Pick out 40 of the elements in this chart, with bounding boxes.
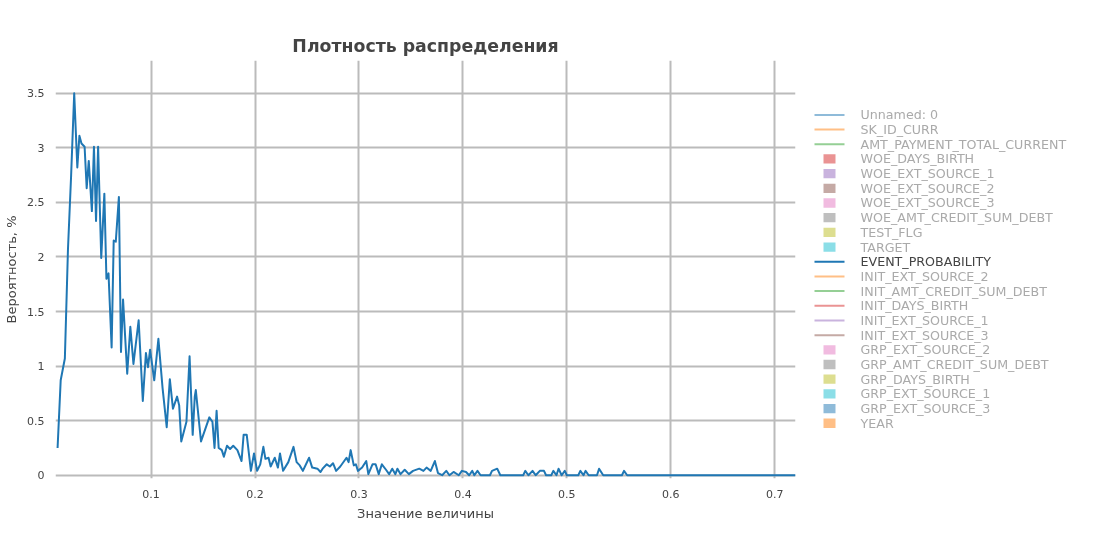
- y-tick-label: 3: [37, 141, 45, 155]
- legend-label: INIT_EXT_SOURCE_3: [860, 327, 989, 343]
- y-tick-label: 0.5: [27, 414, 45, 428]
- legend-label: WOE_EXT_SOURCE_3: [860, 195, 995, 211]
- y-tick-label: 2.5: [27, 196, 45, 210]
- legend-label: AMT_PAYMENT_TOTAL_CURRENT: [860, 136, 1067, 152]
- legend-label: GRP_EXT_SOURCE_3: [860, 401, 991, 417]
- legend-label: INIT_EXT_SOURCE_1: [860, 312, 989, 328]
- y-tick-label: 1: [37, 360, 45, 374]
- x-tick-label: 0.4: [454, 487, 472, 501]
- legend-label: WOE_EXT_SOURCE_1: [860, 166, 995, 182]
- legend-label: GRP_EXT_SOURCE_1: [860, 386, 991, 402]
- legend-label: EVENT_PROBABILITY: [860, 254, 992, 270]
- legend-label: INIT_AMT_CREDIT_SUM_DEBT: [860, 283, 1048, 299]
- x-axis-title: Значение величины: [357, 505, 494, 521]
- chart-title: Плотность распределения: [292, 35, 559, 56]
- legend-label: GRP_EXT_SOURCE_2: [860, 342, 991, 358]
- x-tick-label: 0.7: [765, 487, 784, 501]
- legend-label: INIT_DAYS_BIRTH: [860, 298, 969, 314]
- legend-label: Unnamed: 0: [860, 107, 939, 123]
- x-tick-label: 0.3: [350, 487, 368, 501]
- x-tick-label: 0.6: [662, 487, 680, 501]
- legend-label: TARGET: [859, 239, 911, 255]
- legend-label: WOE_AMT_CREDIT_SUM_DEBT: [860, 210, 1054, 226]
- x-tick-label: 0.2: [246, 487, 264, 501]
- x-tick-label: 0.5: [558, 487, 576, 501]
- y-tick-label: 2: [37, 250, 45, 264]
- legend-label: INIT_EXT_SOURCE_2: [860, 268, 989, 284]
- legend-label: WOE_EXT_SOURCE_2: [860, 180, 995, 196]
- legend-label: GRP_DAYS_BIRTH: [860, 371, 970, 387]
- y-tick-label: 0: [37, 469, 45, 483]
- legend-label: YEAR: [859, 415, 894, 431]
- x-tick-label: 0.1: [142, 487, 160, 501]
- legend-label: TEST_FLG: [859, 224, 923, 240]
- y-tick-label: 3.5: [27, 87, 45, 101]
- legend-label: GRP_AMT_CREDIT_SUM_DEBT: [860, 357, 1049, 373]
- legend-label: WOE_DAYS_BIRTH: [860, 151, 975, 167]
- legend-label: SK_ID_CURR: [860, 122, 939, 138]
- y-tick-label: 1.5: [27, 305, 45, 319]
- y-axis-title: Вероятность, %: [4, 215, 20, 324]
